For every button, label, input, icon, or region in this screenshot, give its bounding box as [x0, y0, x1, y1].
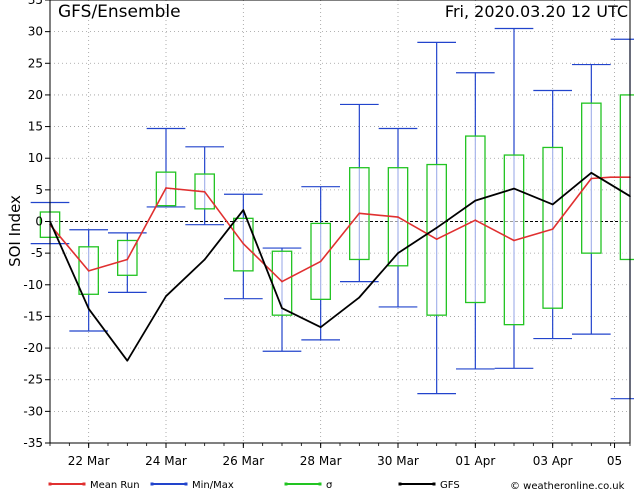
y-tick-layer: -35 -30 -25 -20 -15 -10 -5 0 5 10 15 20 25 30 35 [23, 0, 50, 450]
series-point [126, 359, 129, 362]
y-tick-label: 0 [35, 215, 43, 229]
series-point [165, 187, 167, 189]
y-tick-label: 20 [28, 88, 43, 102]
grid-layer [50, 0, 630, 443]
y-tick-label: -20 [23, 341, 43, 355]
series-point [203, 258, 206, 261]
series-point [397, 252, 399, 254]
chart-title: GFS/Ensemble [58, 2, 181, 22]
credit-text: © weatheronline.co.uk [510, 481, 625, 490]
series-point [590, 177, 593, 180]
x-tick-label: 05 [607, 454, 622, 468]
y-tick-label: 25 [28, 56, 43, 70]
x-tick-label: 28 Mar [300, 454, 342, 468]
series-point [590, 171, 593, 174]
series-point [474, 219, 477, 222]
series-point [281, 307, 283, 310]
y-tick-label: -25 [23, 373, 43, 387]
series-point [319, 260, 322, 263]
x-tick-label: 03 Apr [533, 454, 573, 468]
y-tick-label: 15 [28, 120, 43, 134]
x-tick-label: 01 Apr [455, 454, 495, 468]
legend-swatch-dot [150, 482, 154, 486]
series-point [609, 176, 612, 178]
y-tick-label: -10 [23, 278, 43, 292]
series-point [87, 270, 90, 272]
y-tick-label: -15 [23, 309, 43, 323]
y-tick-label: -5 [31, 246, 43, 260]
sigma-box [271, 250, 293, 316]
x-tick-label: 24 Mar [145, 454, 187, 468]
series-point [319, 326, 322, 328]
legend-label: Mean Run [90, 480, 140, 490]
legend-swatch-dot [82, 482, 86, 486]
series-point [203, 190, 206, 193]
sigma-layer [39, 94, 634, 326]
legend-label: Min/Max [192, 480, 234, 490]
series-point [513, 239, 515, 242]
series-line-layer [49, 171, 631, 362]
y-tick-label: 30 [28, 25, 43, 39]
y-tick-label: -35 [23, 436, 43, 450]
y-tick-label: -30 [23, 404, 43, 418]
legend-swatch-dot [432, 482, 436, 486]
x-tick-label: 30 Mar [377, 454, 419, 468]
series-point [242, 242, 245, 245]
y-tick-label: 35 [28, 0, 43, 7]
series-point [358, 296, 361, 299]
series-point [242, 209, 245, 211]
legend-label: σ [326, 480, 333, 490]
legend-swatch-dot [398, 482, 402, 486]
series-point [358, 212, 361, 215]
x-tick-label: 26 Mar [222, 454, 264, 468]
legend-swatch-dot [48, 482, 52, 486]
y-tick-label: 5 [35, 183, 43, 197]
series-point [397, 216, 399, 218]
series-point [474, 199, 477, 202]
y-tick-label: 10 [28, 151, 43, 165]
series-point [513, 187, 515, 190]
series-point [551, 228, 554, 230]
x-tick-label: 22 Mar [68, 454, 110, 468]
y-axis-label: SOI Index [6, 195, 24, 267]
series-point [165, 295, 167, 297]
series-point [87, 308, 90, 310]
series-line [49, 171, 631, 362]
legend-label: GFS [440, 480, 460, 490]
legend: Mean Run Min/Max σ GFS [48, 480, 460, 490]
series-point [281, 280, 283, 283]
legend-swatch-dot [184, 482, 188, 486]
run-label: Fri, 2020.03.20 12 UTC [445, 2, 628, 21]
series-point [435, 227, 438, 229]
legend-swatch-dot [318, 482, 322, 486]
series-point [126, 258, 129, 261]
x-tick-layer: 22 Mar 24 Mar 26 Mar 28 Mar 30 Mar 01 Apr 03 A… [49, 443, 631, 468]
series-point [435, 238, 438, 241]
sigma-box [465, 135, 486, 304]
legend-swatch-dot [284, 482, 288, 486]
series-point [551, 203, 554, 206]
